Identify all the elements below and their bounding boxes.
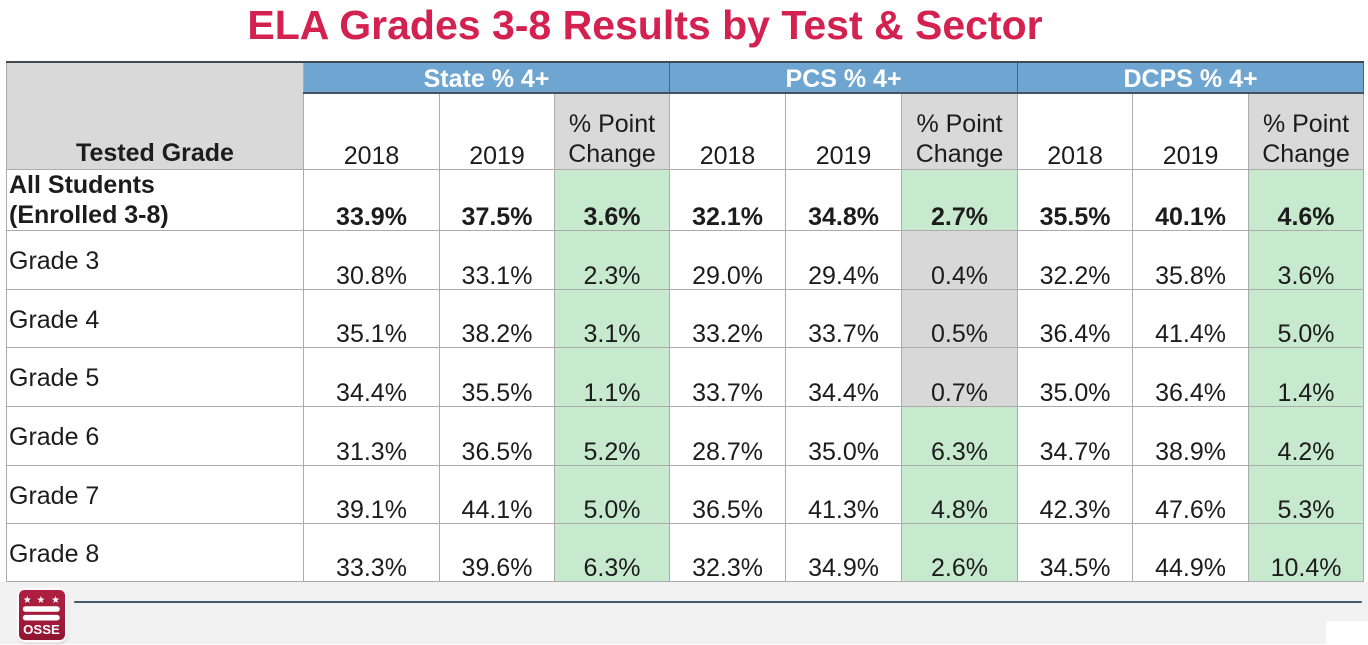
svg-text:OSSE: OSSE — [23, 622, 60, 637]
